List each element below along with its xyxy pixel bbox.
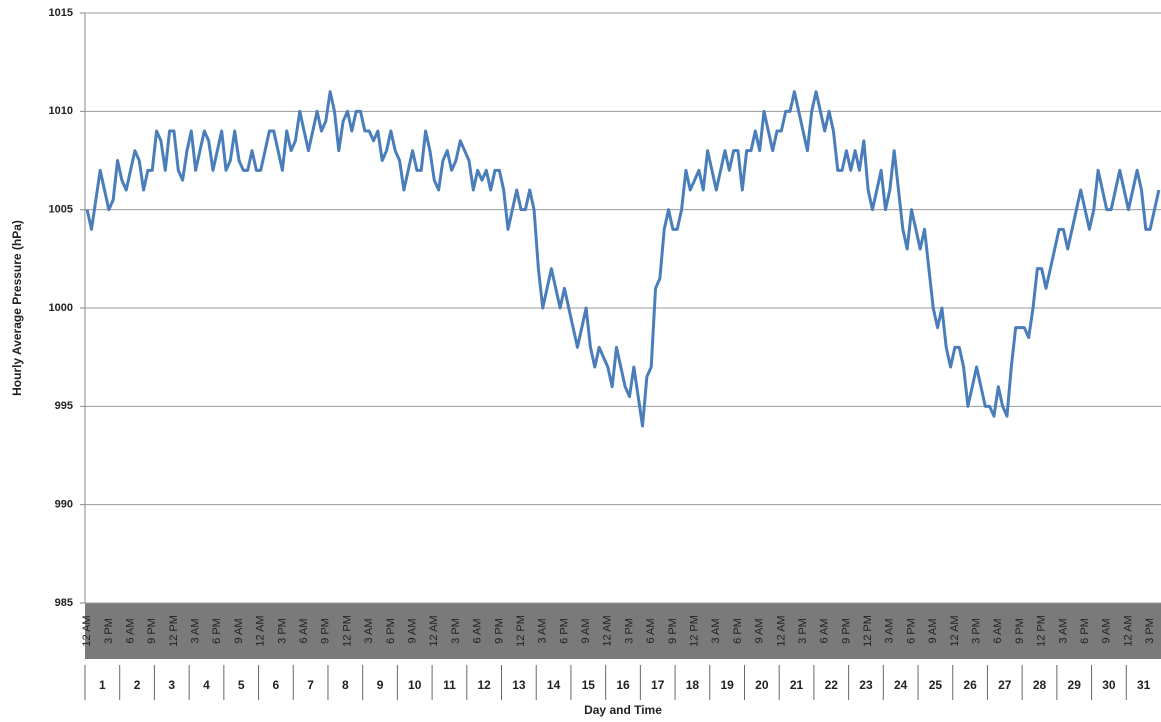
x-tick-label: 9 AM <box>927 618 939 643</box>
day-label: 24 <box>894 678 908 692</box>
y-tick-label: 1015 <box>49 7 73 19</box>
x-tick-label: 9 PM <box>493 618 505 644</box>
x-tick-label: 9 PM <box>667 618 679 644</box>
day-label: 13 <box>512 678 526 692</box>
x-tick-label: 12 AM <box>1122 615 1134 646</box>
y-tick-label: 990 <box>55 499 73 511</box>
day-label: 14 <box>547 678 561 692</box>
day-label: 10 <box>408 678 422 692</box>
day-label: 20 <box>755 678 769 692</box>
day-label: 28 <box>1033 678 1047 692</box>
x-tick-label: 3 AM <box>884 618 896 643</box>
day-label: 26 <box>963 678 977 692</box>
day-label: 2 <box>134 678 141 692</box>
day-label: 1 <box>99 678 106 692</box>
day-label: 23 <box>859 678 873 692</box>
x-tick-label: 3 AM <box>363 618 375 643</box>
x-tick-label: 9 AM <box>580 618 592 643</box>
x-tick-label: 12 AM <box>949 615 961 646</box>
day-label: 16 <box>616 678 630 692</box>
day-label: 17 <box>651 678 665 692</box>
x-tick-label: 6 AM <box>645 618 657 643</box>
line-series <box>85 90 1161 428</box>
x-tick-label: 9 AM <box>406 618 418 643</box>
x-tick-label: 3 PM <box>971 618 983 644</box>
x-tick-label: 12 PM <box>515 615 527 647</box>
y-tick-label: 1010 <box>49 105 73 117</box>
x-tick-label: 12 PM <box>862 615 874 647</box>
x-tick-label: 6 PM <box>905 618 917 644</box>
x-tick-label: 12 AM <box>81 615 93 646</box>
x-tick-label: 12 AM <box>775 615 787 646</box>
x-tick-label: 12 PM <box>688 615 700 647</box>
x-tick-label: 9 PM <box>840 618 852 644</box>
x-tick-label: 6 AM <box>124 618 136 643</box>
x-tick-label: 6 PM <box>211 618 223 644</box>
x-tick-label: 12 AM <box>428 615 440 646</box>
x-tick-label: 6 PM <box>732 618 744 644</box>
x-tick-label: 12 PM <box>1036 615 1048 647</box>
x-tick-label: 9 PM <box>1014 618 1026 644</box>
x-axis-label: Day and Time <box>584 703 662 717</box>
x-tick-label: 3 AM <box>190 618 202 643</box>
day-label: 15 <box>582 678 596 692</box>
day-label: 30 <box>1102 678 1116 692</box>
day-label: 3 <box>168 678 175 692</box>
day-label: 21 <box>790 678 804 692</box>
day-label: 12 <box>477 678 491 692</box>
x-tick-label: 9 AM <box>233 618 245 643</box>
x-tick-label: 9 AM <box>1101 618 1113 643</box>
x-tick-label: 6 PM <box>385 618 397 644</box>
y-axis-label: Hourly Average Pressure (hPa) <box>10 220 24 396</box>
x-tick-label: 12 AM <box>255 615 267 646</box>
x-tick-label: 3 PM <box>103 618 115 644</box>
x-tick-label: 3 PM <box>623 618 635 644</box>
y-tick-label: 985 <box>55 597 73 609</box>
x-tick-label: 3 AM <box>537 618 549 643</box>
x-tick-label: 9 AM <box>754 618 766 643</box>
x-tick-label: 6 AM <box>472 618 484 643</box>
x-tick-label: 6 PM <box>1079 618 1091 644</box>
x-tick-label: 12 AM <box>602 615 614 646</box>
day-label: 7 <box>307 678 314 692</box>
y-tick-label: 995 <box>55 400 73 412</box>
x-tick-label: 3 PM <box>1144 618 1156 644</box>
x-tick-label: 3 AM <box>1057 618 1069 643</box>
day-label: 6 <box>273 678 280 692</box>
day-label: 31 <box>1137 678 1151 692</box>
x-tick-label: 6 AM <box>298 618 310 643</box>
day-label: 5 <box>238 678 245 692</box>
day-label: 27 <box>998 678 1012 692</box>
x-tick-label: 12 PM <box>168 615 180 647</box>
x-tick-label: 9 PM <box>146 618 158 644</box>
y-tick-label: 1005 <box>49 204 73 216</box>
y-tick-label: 1000 <box>49 302 73 314</box>
day-label: 29 <box>1068 678 1082 692</box>
x-tick-label: 12 PM <box>341 615 353 647</box>
x-tick-label: 9 PM <box>320 618 332 644</box>
x-tick-label: 6 PM <box>558 618 570 644</box>
x-tick-label: 6 AM <box>992 618 1004 643</box>
x-tick-label: 3 PM <box>276 618 288 644</box>
day-label: 4 <box>203 678 210 692</box>
day-label: 18 <box>686 678 700 692</box>
category-strip <box>85 603 1161 659</box>
day-label: 19 <box>720 678 734 692</box>
x-tick-label: 3 PM <box>797 618 809 644</box>
x-tick-label: 3 PM <box>450 618 462 644</box>
x-tick-label: 6 AM <box>819 618 831 643</box>
day-label: 25 <box>929 678 943 692</box>
x-tick-label: 3 AM <box>710 618 722 643</box>
day-label: 22 <box>825 678 839 692</box>
day-label: 9 <box>377 678 384 692</box>
day-label: 11 <box>443 678 456 692</box>
day-label: 8 <box>342 678 349 692</box>
